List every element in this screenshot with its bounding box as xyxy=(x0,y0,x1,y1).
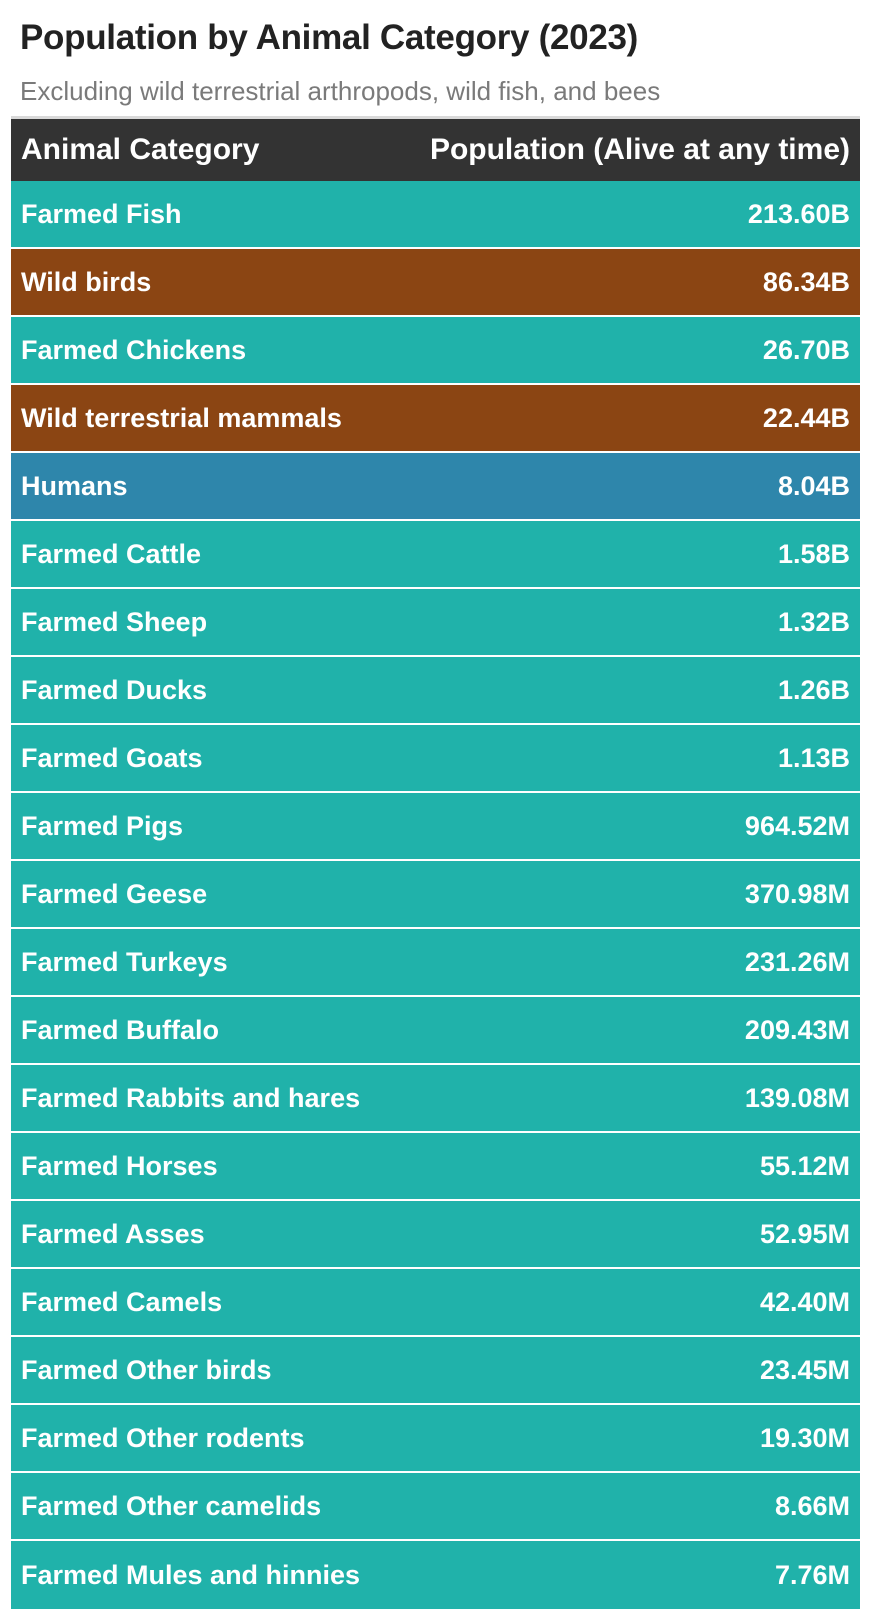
table-row: Farmed Other birds 23.45M xyxy=(11,1337,860,1405)
row-population-value: 19.30M xyxy=(759,1422,850,1453)
row-population-value: 55.12M xyxy=(759,1150,850,1181)
row-population-value: 231.26M xyxy=(744,946,850,977)
row-category-label: Farmed Other rodents xyxy=(21,1422,305,1453)
row-category-label: Farmed Asses xyxy=(21,1218,205,1249)
table-row: Farmed Other camelids 8.66M xyxy=(11,1473,860,1541)
row-population-value: 23.45M xyxy=(759,1354,850,1385)
row-category-label: Farmed Other birds xyxy=(21,1354,272,1385)
row-category-label: Humans xyxy=(21,470,128,501)
table-row: Farmed Horses 55.12M xyxy=(11,1133,860,1201)
row-population-value: 213.60B xyxy=(747,198,850,229)
table-row: Farmed Goats 1.13B xyxy=(11,725,860,793)
row-population-value: 139.08M xyxy=(744,1082,850,1113)
population-table: Animal Category Population (Alive at any… xyxy=(11,119,860,1609)
title-divider xyxy=(11,116,860,119)
table-row: Farmed Sheep 1.32B xyxy=(11,589,860,657)
row-category-label: Farmed Geese xyxy=(21,878,208,909)
row-population-value: 52.95M xyxy=(759,1218,850,1249)
row-category-label: Farmed Buffalo xyxy=(21,1014,220,1045)
row-population-value: 1.32B xyxy=(777,606,850,637)
row-population-value: 1.58B xyxy=(777,538,850,569)
row-population-value: 86.34B xyxy=(762,266,850,297)
row-category-label: Farmed Camels xyxy=(21,1286,223,1317)
table-row: Farmed Fish 213.60B xyxy=(11,181,860,249)
row-category-label: Farmed Pigs xyxy=(21,810,184,841)
row-population-value: 1.13B xyxy=(777,742,850,773)
row-category-label: Farmed Other camelids xyxy=(21,1490,322,1521)
row-category-label: Farmed Cattle xyxy=(21,538,202,569)
row-category-label: Farmed Horses xyxy=(21,1150,218,1181)
row-category-label: Farmed Mules and hinnies xyxy=(21,1559,361,1590)
row-category-label: Farmed Rabbits and hares xyxy=(21,1082,361,1113)
row-category-label: Farmed Turkeys xyxy=(21,946,228,977)
row-category-label: Wild terrestrial mammals xyxy=(21,402,342,433)
table-row: Farmed Buffalo 209.43M xyxy=(11,997,860,1065)
row-population-value: 42.40M xyxy=(759,1286,850,1317)
table-row: Farmed Other rodents 19.30M xyxy=(11,1405,860,1473)
table-row: Farmed Chickens 26.70B xyxy=(11,317,860,385)
row-population-value: 26.70B xyxy=(762,334,850,365)
row-population-value: 7.76M xyxy=(774,1559,850,1590)
row-population-value: 1.26B xyxy=(777,674,850,705)
table-row: Farmed Asses 52.95M xyxy=(11,1201,860,1269)
table-header: Animal Category Population (Alive at any… xyxy=(11,119,860,181)
table-row: Farmed Turkeys 231.26M xyxy=(11,929,860,997)
row-population-value: 370.98M xyxy=(744,878,850,909)
row-population-value: 8.04B xyxy=(777,470,850,501)
row-population-value: 22.44B xyxy=(762,402,850,433)
row-category-label: Wild birds xyxy=(21,266,152,297)
table-row: Farmed Camels 42.40M xyxy=(11,1269,860,1337)
row-category-label: Farmed Ducks xyxy=(21,674,208,705)
table-row: Farmed Pigs 964.52M xyxy=(11,793,860,861)
chart-title: Population by Animal Category (2023) xyxy=(20,18,639,57)
row-population-value: 209.43M xyxy=(744,1014,850,1045)
row-population-value: 8.66M xyxy=(774,1490,850,1521)
table-row: Wild birds 86.34B xyxy=(11,249,860,317)
row-category-label: Farmed Sheep xyxy=(21,606,208,637)
table-row: Farmed Geese 370.98M xyxy=(11,861,860,929)
chart-subtitle: Excluding wild terrestrial arthropods, w… xyxy=(20,76,661,106)
table-row: Humans 8.04B xyxy=(11,453,860,521)
row-category-label: Farmed Chickens xyxy=(21,334,247,365)
table-row: Farmed Mules and hinnies 7.76M xyxy=(11,1541,860,1609)
row-category-label: Farmed Fish xyxy=(21,198,182,229)
column-header-population: Population (Alive at any time) xyxy=(429,133,850,166)
row-category-label: Farmed Goats xyxy=(21,742,203,773)
table-row: Farmed Cattle 1.58B xyxy=(11,521,860,589)
table-body: Farmed Fish 213.60B Wild birds 86.34B Farmed… xyxy=(11,181,860,1609)
column-header-category: Animal Category xyxy=(21,133,260,166)
table-row: Farmed Rabbits and hares 139.08M xyxy=(11,1065,860,1133)
row-population-value: 964.52M xyxy=(744,810,850,841)
table-row: Wild terrestrial mammals 22.44B xyxy=(11,385,860,453)
table-row: Farmed Ducks 1.26B xyxy=(11,657,860,725)
